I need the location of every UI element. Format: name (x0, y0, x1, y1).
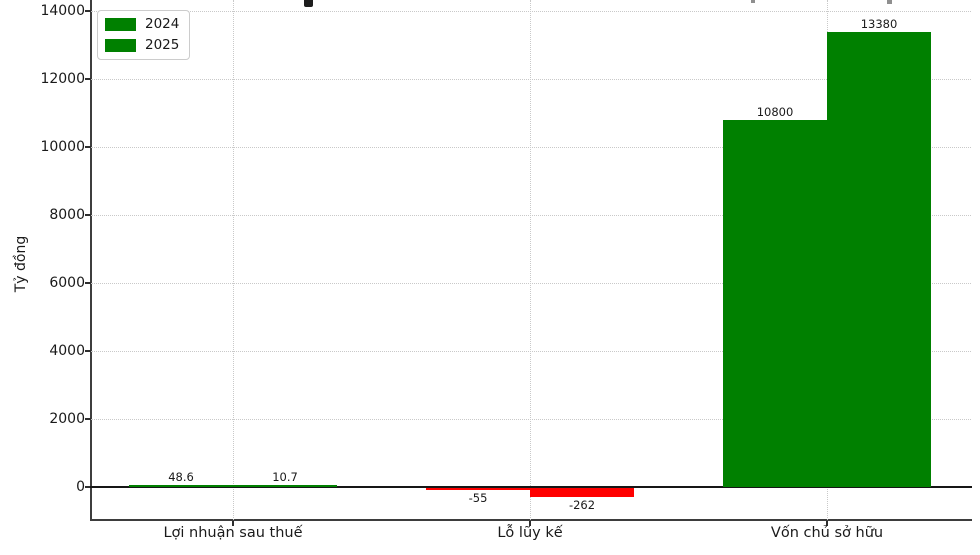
y-tick-label-2000: 2000 (49, 411, 85, 427)
x-tick-mark-0 (232, 521, 234, 526)
x-tick-label-0: Lợi nhuận sau thuế (163, 525, 303, 541)
y-tick-mark-12000 (85, 78, 91, 80)
bar-2025-0 (233, 484, 337, 487)
x-gridline-0 (232, 0, 234, 520)
legend-item-2025: 2025 (105, 38, 179, 53)
x-tick-label-1: Lỗ lũy kế (497, 525, 563, 541)
bar-2025-2 (827, 32, 931, 487)
cropped-title-fragment (751, 0, 755, 3)
value-label-2025-0: 10.7 (272, 469, 298, 484)
y-gridline-4000 (91, 350, 971, 352)
y-tick-label-4000: 4000 (49, 343, 85, 359)
y-gridline-6000 (91, 282, 971, 284)
bar-2025-1 (530, 487, 634, 497)
y-tick-label-12000: 12000 (40, 71, 85, 87)
x-tick-mark-2 (826, 521, 828, 526)
value-label-2024-1: -55 (468, 491, 488, 506)
value-label-2025-2: 13380 (860, 17, 898, 32)
x-tick-mark-1 (529, 521, 531, 526)
y-tick-label-0: 0 (76, 479, 85, 495)
y-tick-label-8000: 8000 (49, 207, 85, 223)
y-gridline-12000 (91, 78, 971, 80)
legend-label-2025: 2025 (145, 37, 180, 53)
bar-2024-2 (723, 119, 827, 487)
legend-swatch-2024 (105, 18, 136, 31)
y-tick-mark-4000 (85, 350, 91, 352)
legend: 2024 2025 (97, 10, 191, 60)
x-gridline-1 (529, 0, 531, 520)
bottom-spine (90, 519, 972, 521)
y-tick-mark-14000 (85, 10, 91, 12)
y-tick-label-6000: 6000 (49, 275, 85, 291)
bar-2024-1 (426, 487, 530, 491)
y-tick-label-14000: 14000 (40, 2, 85, 19)
y-gridline-8000 (91, 214, 971, 216)
y-tick-mark-10000 (85, 146, 91, 148)
cropped-title-fragment (304, 0, 313, 7)
y-tick-label-10000: 10000 (40, 139, 85, 155)
value-label-2024-2: 10800 (756, 104, 794, 119)
legend-item-2024: 2024 (105, 17, 179, 32)
left-spine (90, 0, 92, 521)
cropped-title-fragment (887, 0, 892, 4)
y-gridline-2000 (91, 418, 971, 420)
value-label-2024-0: 48.6 (168, 469, 194, 484)
value-label-2025-1: -262 (568, 497, 596, 512)
legend-label-2024: 2024 (145, 16, 180, 32)
y-tick-mark-8000 (85, 214, 91, 216)
y-tick-mark-2000 (85, 418, 91, 420)
zero-line (90, 486, 972, 488)
y-tick-mark-6000 (85, 282, 91, 284)
y-tick-mark-0 (85, 486, 91, 488)
y-gridline-14000 (91, 10, 971, 12)
legend-swatch-2025 (105, 39, 136, 52)
y-gridline-10000 (91, 146, 971, 148)
x-tick-label-2: Vốn chủ sở hữu (770, 525, 884, 541)
bar-2024-0 (129, 484, 233, 487)
